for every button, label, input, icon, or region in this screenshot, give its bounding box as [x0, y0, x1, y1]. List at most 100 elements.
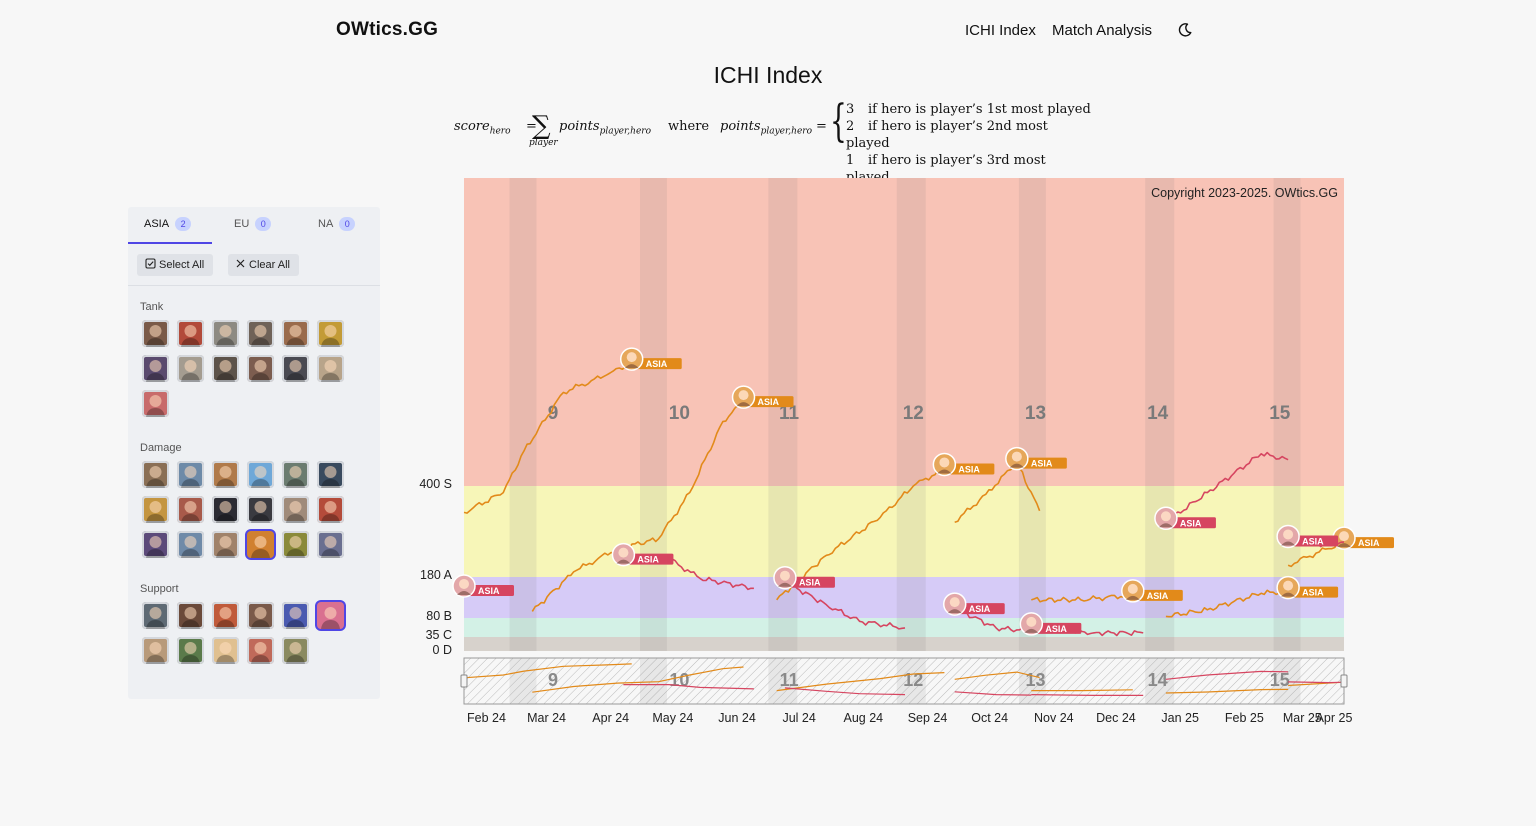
tab-na[interactable]: NA 0	[318, 217, 356, 231]
hero-portrait-support-9[interactable]	[212, 637, 239, 664]
series-badge[interactable]: ASIA	[773, 565, 835, 590]
hero-portrait-damage-18[interactable]	[317, 531, 344, 558]
formula-where: where	[668, 119, 710, 134]
navigator-series-line	[1165, 688, 1289, 694]
hero-portrait-damage-3[interactable]	[212, 461, 239, 488]
top-navbar: OWtics.GG ICHI Index Match Analysis	[0, 0, 1536, 60]
series-badge[interactable]: ASIA	[1005, 446, 1067, 471]
x-tick-label: Aug 24	[844, 711, 884, 725]
hero-portrait-damage-5[interactable]	[282, 461, 309, 488]
series-badge[interactable]: ASIA	[932, 452, 995, 477]
series-badge[interactable]: ASIA	[1154, 506, 1216, 531]
series-badge[interactable]: ASIA	[1121, 579, 1183, 603]
svg-text:ASIA: ASIA	[758, 397, 780, 407]
season-transition-band	[640, 178, 667, 651]
hero-portrait-damage-17[interactable]	[282, 531, 309, 558]
x-tick-label: Jun 24	[718, 711, 756, 725]
moon-icon[interactable]	[1177, 22, 1193, 38]
svg-text:ASIA: ASIA	[1045, 624, 1067, 634]
hero-portrait-damage-7[interactable]	[142, 496, 169, 523]
nav-match-analysis[interactable]: Match Analysis	[1052, 22, 1153, 39]
hero-portrait-damage-11[interactable]	[282, 496, 309, 523]
navigator-series-line	[776, 672, 945, 692]
tier-tick-label: 400 S	[419, 477, 452, 491]
nav-ichi-index[interactable]: ICHI Index	[965, 22, 1036, 39]
hero-portrait-tank-12[interactable]	[317, 355, 344, 382]
hero-portrait-support-6[interactable]	[317, 602, 344, 629]
navigator-left-handle[interactable]	[460, 674, 468, 688]
role-title-damage: Damage	[140, 442, 182, 454]
hero-portrait-damage-16[interactable]	[247, 531, 274, 558]
hero-portrait-tank-13[interactable]	[142, 390, 169, 417]
tab-eu[interactable]: EU 0	[234, 217, 272, 231]
hero-portrait-tank-1[interactable]	[142, 320, 169, 347]
series-line	[463, 362, 633, 514]
hero-portrait-tank-3[interactable]	[212, 320, 239, 347]
sigma-sub: player	[529, 138, 558, 148]
hero-portrait-damage-4[interactable]	[247, 461, 274, 488]
hero-portrait-support-5[interactable]	[282, 602, 309, 629]
hero-portrait-damage-10[interactable]	[247, 496, 274, 523]
formula-lhs: scorehero	[454, 119, 511, 137]
series-badge[interactable]: ASIA	[731, 385, 794, 409]
navigator-series-line	[1288, 681, 1345, 684]
svg-text:ASIA: ASIA	[646, 359, 668, 369]
hero-portrait-damage-2[interactable]	[177, 461, 204, 488]
hero-portrait-damage-15[interactable]	[212, 531, 239, 558]
hero-portrait-support-1[interactable]	[142, 602, 169, 629]
hero-portrait-tank-4[interactable]	[247, 320, 274, 347]
season-transition-band	[896, 178, 926, 651]
brand-logo[interactable]: OWtics.GG	[336, 19, 439, 40]
x-tick-label: Mar 24	[527, 711, 566, 725]
season-label: 13	[1025, 403, 1046, 424]
divider	[128, 285, 380, 286]
hero-portrait-support-4[interactable]	[247, 602, 274, 629]
hero-portrait-support-11[interactable]	[282, 637, 309, 664]
tab-count-badge: 2	[175, 217, 192, 231]
hero-portrait-support-3[interactable]	[212, 602, 239, 629]
hero-portrait-damage-6[interactable]	[317, 461, 344, 488]
series-badge[interactable]: ASIA	[611, 542, 674, 567]
tab-asia[interactable]: ASIA 2	[144, 217, 192, 231]
series-badge[interactable]: ASIA	[942, 592, 1005, 616]
season-transition-band	[1018, 178, 1046, 651]
hero-portrait-damage-12[interactable]	[317, 496, 344, 523]
series-badge[interactable]: ASIA	[1019, 612, 1082, 636]
hero-portrait-support-2[interactable]	[177, 602, 204, 629]
hero-portrait-tank-10[interactable]	[247, 355, 274, 382]
hero-portrait-damage-9[interactable]	[212, 496, 239, 523]
x-tick-label: Jul 24	[782, 711, 815, 725]
hero-portrait-damage-1[interactable]	[142, 461, 169, 488]
series-badge[interactable]: ASIA	[1276, 575, 1339, 600]
series-badge[interactable]: ASIA	[619, 347, 682, 371]
hero-portrait-tank-2[interactable]	[177, 320, 204, 347]
season-transition-band	[1273, 178, 1301, 651]
season-label: 10	[669, 403, 690, 424]
hero-portrait-support-10[interactable]	[247, 637, 274, 664]
x-tick-label: Nov 24	[1034, 711, 1074, 725]
x-tick-label: May 24	[652, 711, 693, 725]
series-badge[interactable]: ASIA	[1276, 524, 1339, 549]
series-badge[interactable]: ASIA	[1332, 526, 1394, 550]
hero-portrait-support-8[interactable]	[177, 637, 204, 664]
series-badge[interactable]: ASIA	[452, 574, 514, 598]
hero-portrait-damage-14[interactable]	[177, 531, 204, 558]
hero-portrait-damage-13[interactable]	[142, 531, 169, 558]
hero-portrait-tank-11[interactable]	[282, 355, 309, 382]
select-all-button[interactable]: Select All	[137, 254, 214, 276]
hero-portrait-support-7[interactable]	[142, 637, 169, 664]
series-line	[784, 581, 906, 630]
hero-portrait-tank-7[interactable]	[142, 355, 169, 382]
navigator-season-label: 15	[1270, 670, 1290, 690]
hero-portrait-tank-8[interactable]	[177, 355, 204, 382]
svg-text:ASIA: ASIA	[1147, 591, 1169, 601]
hero-portrait-damage-8[interactable]	[177, 496, 204, 523]
cases-brace: {	[830, 96, 847, 147]
hero-portrait-tank-9[interactable]	[212, 355, 239, 382]
season-label: 12	[903, 403, 924, 424]
hero-portrait-tank-6[interactable]	[317, 320, 344, 347]
clear-all-button[interactable]: Clear All	[228, 254, 299, 276]
navigator-right-handle[interactable]	[1340, 674, 1348, 688]
hero-portrait-tank-5[interactable]	[282, 320, 309, 347]
